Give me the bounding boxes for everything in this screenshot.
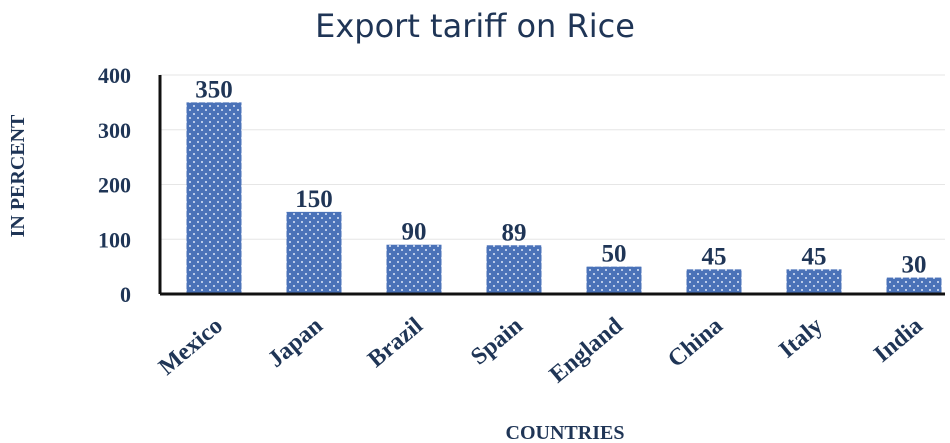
bars-group bbox=[186, 102, 942, 294]
y-tick-label: 200 bbox=[98, 173, 131, 198]
grid-lines bbox=[160, 74, 945, 240]
bar-brazil bbox=[386, 244, 442, 294]
x-tick-label-england: England bbox=[545, 312, 629, 388]
data-label-india: 30 bbox=[902, 252, 927, 279]
y-axis-title: IN PERCENT bbox=[7, 114, 29, 237]
x-axis-title: COUNTRIES bbox=[506, 422, 625, 443]
y-tick-label: 0 bbox=[120, 282, 131, 307]
data-label-mexico: 350 bbox=[195, 76, 233, 103]
chart-title: Export tariff on Rice bbox=[315, 7, 635, 45]
y-tick-labels-group: 0 100 200 300 400 bbox=[98, 63, 131, 307]
y-tick-label: 400 bbox=[98, 63, 131, 88]
bar-mexico bbox=[186, 102, 242, 294]
y-tick-label: 300 bbox=[98, 118, 131, 143]
x-tick-label-china: China bbox=[663, 313, 728, 373]
y-tick-label: 100 bbox=[98, 227, 131, 252]
data-label-japan: 150 bbox=[295, 186, 333, 213]
data-label-brazil: 90 bbox=[402, 219, 427, 246]
data-label-italy: 45 bbox=[802, 243, 827, 270]
bar-china bbox=[686, 269, 742, 294]
x-tick-label-italy: Italy bbox=[774, 313, 827, 364]
x-tick-label-mexico: Mexico bbox=[154, 313, 228, 381]
bar-italy bbox=[786, 269, 842, 294]
bar-england bbox=[586, 266, 642, 294]
bar-india bbox=[886, 277, 942, 294]
x-tick-label-japan: Japan bbox=[263, 313, 328, 373]
data-labels-group: 350 150 90 89 50 45 45 30 bbox=[195, 76, 926, 278]
bar-spain bbox=[486, 245, 542, 294]
data-label-spain: 89 bbox=[502, 219, 527, 246]
x-tick-label-india: India bbox=[869, 313, 928, 368]
data-label-china: 45 bbox=[702, 243, 727, 270]
x-tick-label-spain: Spain bbox=[466, 313, 528, 371]
data-label-england: 50 bbox=[602, 241, 627, 268]
x-tick-labels-group: Mexico Japan Brazil Spain England China Italy I… bbox=[154, 312, 928, 388]
x-tick-label-brazil: Brazil bbox=[363, 312, 428, 372]
bar-japan bbox=[286, 211, 342, 294]
